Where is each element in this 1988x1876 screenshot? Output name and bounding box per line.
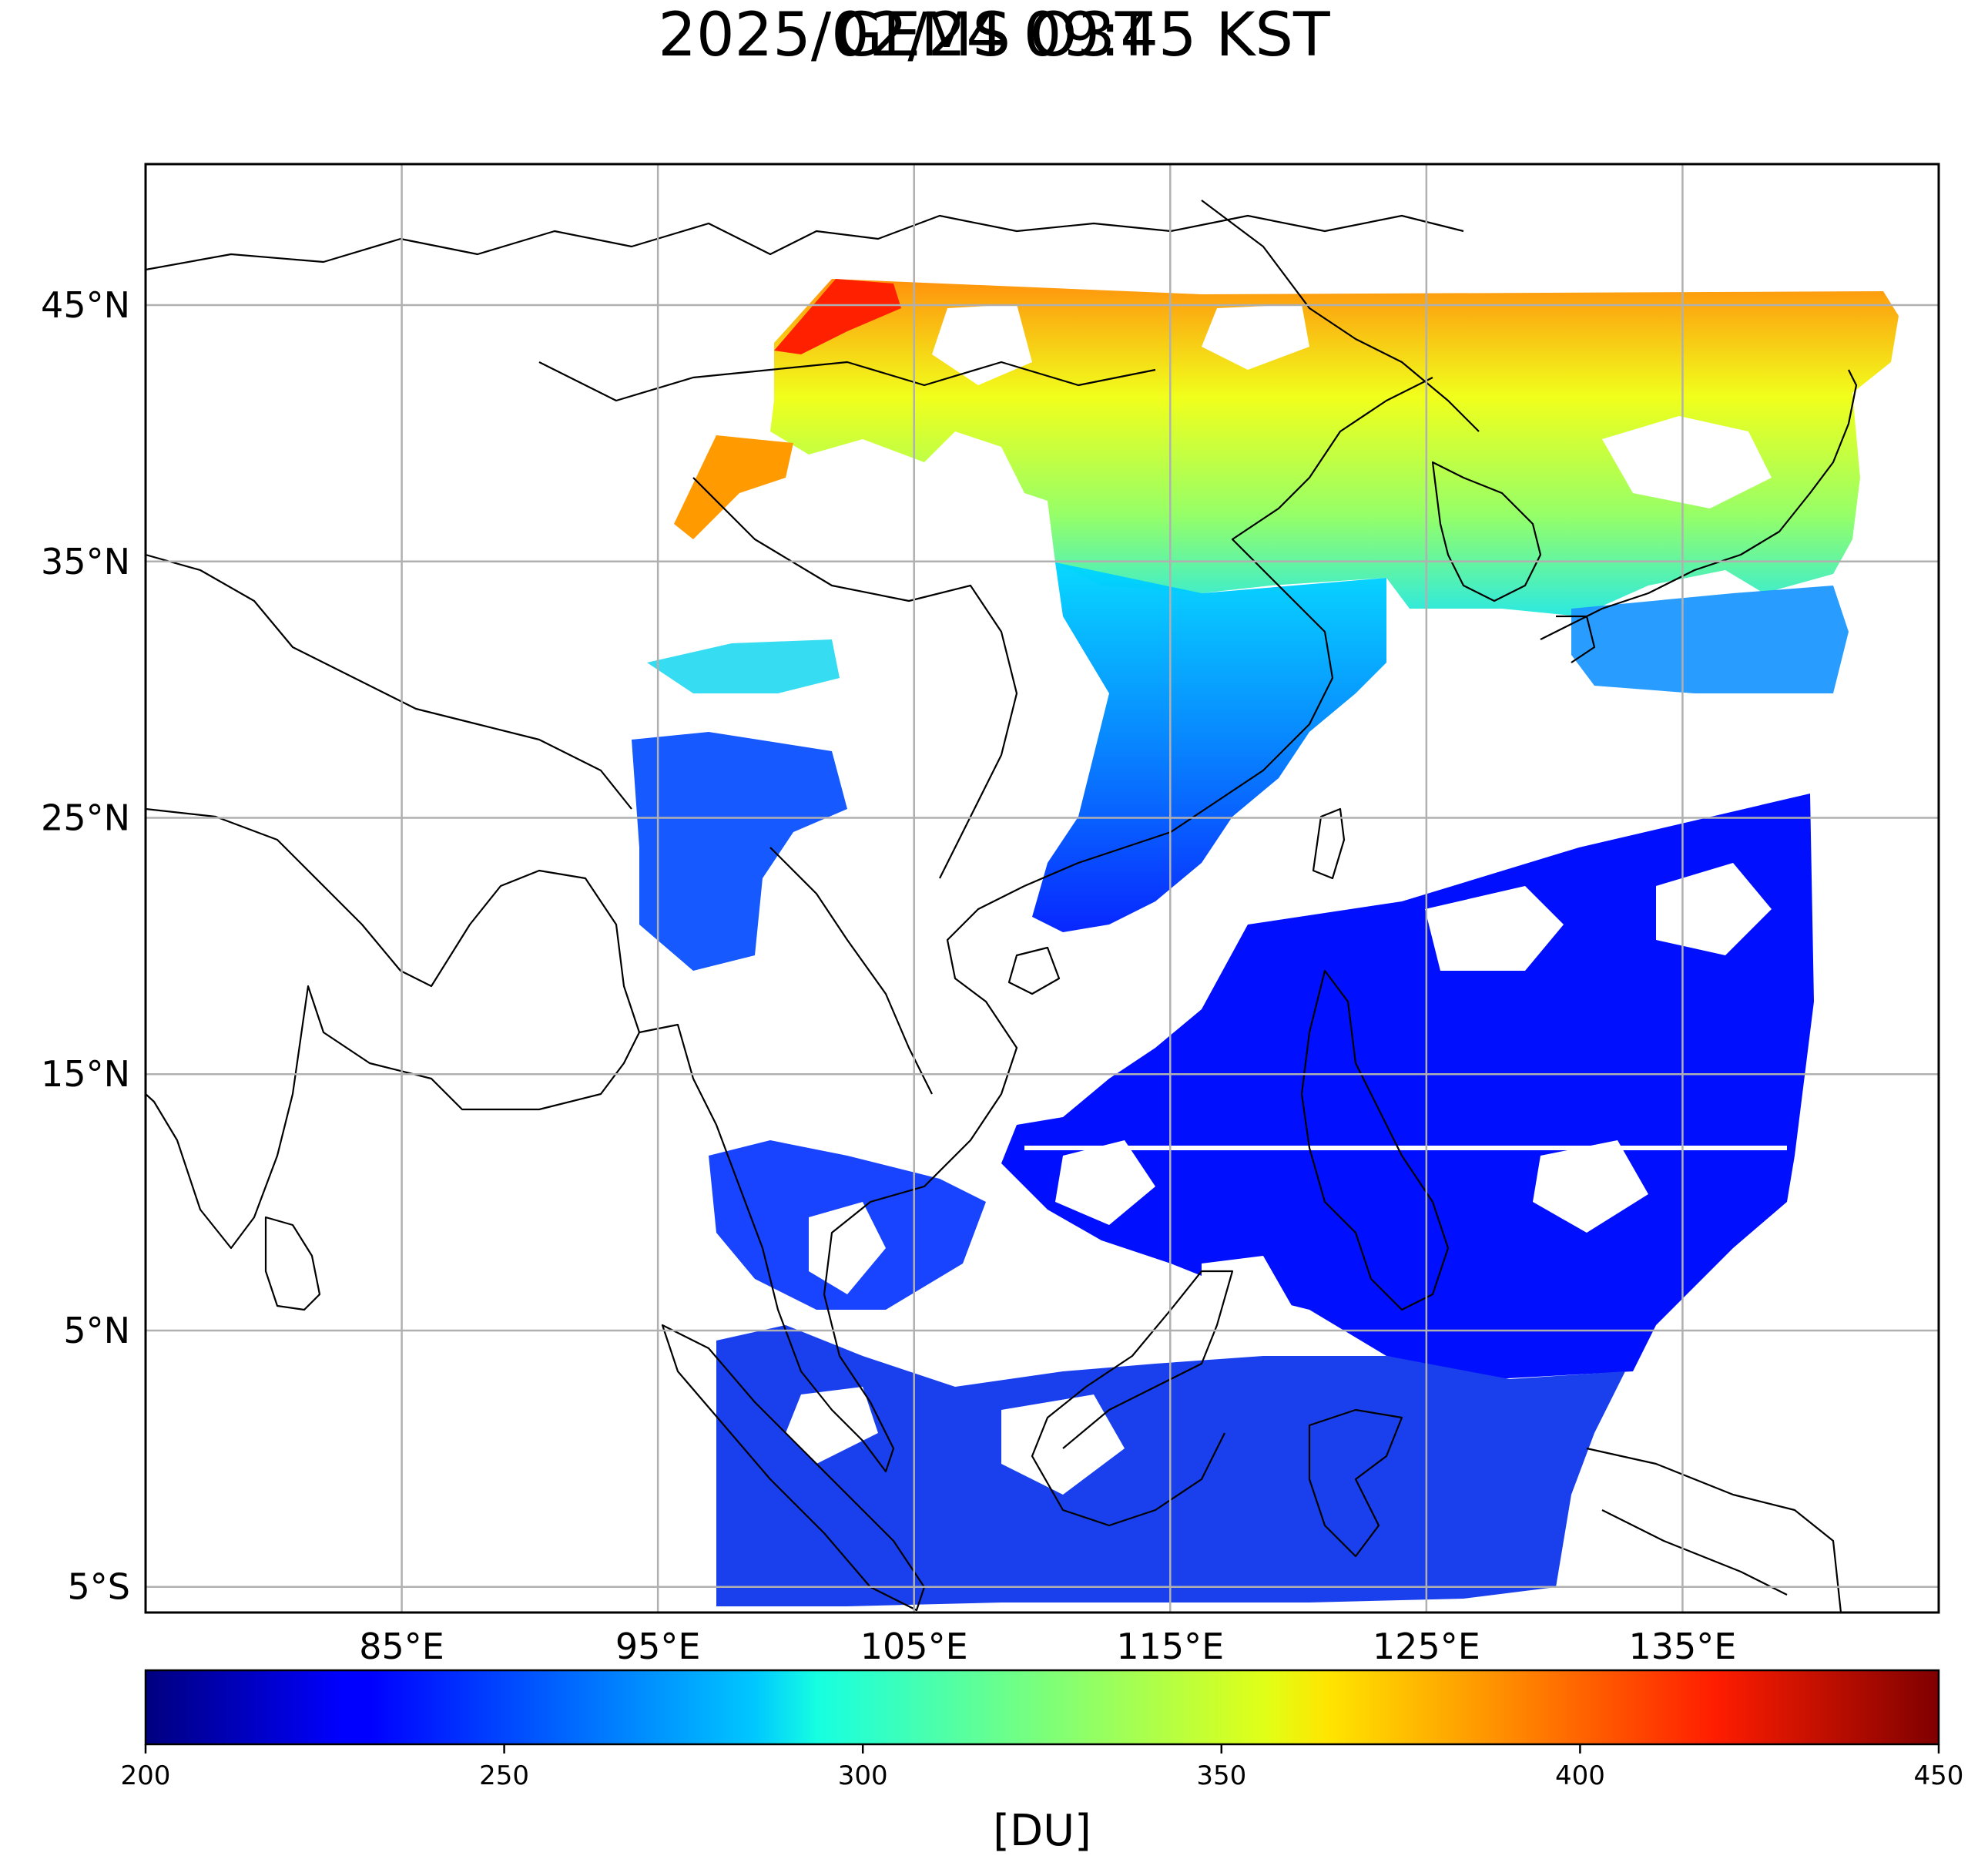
colorbar-tick-label: 250: [479, 1760, 529, 1791]
coast-philippines: [1300, 969, 1450, 1311]
coast-newguinea: [1586, 1447, 1842, 1613]
lat-tick-label: 35°N: [41, 541, 130, 582]
colorbar-unit-label: [DU]: [993, 1806, 1091, 1856]
coast-indochina: [639, 885, 1025, 1473]
map-frame: [144, 163, 1940, 1614]
coast-sulawesi: [1308, 1408, 1403, 1558]
cloud-tropics-5: [1001, 1394, 1125, 1495]
coast-japan: [1540, 369, 1858, 663]
lon-tick-label: 95°E: [615, 1626, 701, 1667]
colorbar-ticks: 200 250 300 350 400 450: [121, 1744, 1964, 1791]
cloud-tropics-1: [1425, 886, 1564, 971]
lon-tick-label: 135°E: [1628, 1626, 1736, 1667]
colorbar-tick-label: 200: [121, 1760, 171, 1791]
cloud-tropics-3: [1055, 1140, 1155, 1225]
lon-tick-label: 85°E: [359, 1626, 444, 1667]
lat-tick-label: 15°N: [41, 1053, 130, 1095]
cloud-north-2: [1602, 416, 1772, 508]
colorbar-tick-label: 350: [1196, 1760, 1246, 1791]
colorbar-tick-label: 300: [838, 1760, 888, 1791]
map-plot-area: [144, 163, 1940, 1614]
coast-korea: [1431, 461, 1542, 602]
border-inland-5: [1201, 200, 1480, 432]
border-inland-6: [769, 847, 933, 1095]
lon-tick-label: 105°E: [860, 1626, 968, 1667]
ozone-northwest-high: [774, 279, 901, 354]
lat-tick-label: 25°N: [41, 797, 130, 838]
lat-tick-labels: 45°N 35°N 25°N 15°N 5°N 5°S: [41, 284, 130, 1608]
ozone-northwest-orange: [674, 435, 793, 539]
lat-tick-label: 45°N: [41, 284, 130, 326]
border-inland-2: [538, 361, 1156, 402]
ozone-tibet-patch: [647, 639, 840, 693]
colorbar-tick-label: 450: [1914, 1760, 1964, 1791]
border-inland-3: [146, 553, 632, 810]
cloud-tropics-7: [1533, 1140, 1648, 1233]
cloud-tropics-2: [1656, 863, 1772, 955]
lon-tick-label: 115°E: [1116, 1626, 1224, 1667]
ozone-japan-south: [1571, 586, 1849, 693]
lat-tick-label: 5°N: [63, 1310, 130, 1351]
title-line-2: 2025/02/24 09:45 KST: [658, 1, 1330, 70]
colorbar-ramp: [144, 1669, 1940, 1746]
ozone-tropics-east: [1001, 794, 1814, 1379]
border-inland-1: [146, 214, 1464, 271]
cloud-tropics-6: [1202, 1256, 1294, 1333]
lat-tick-label: 5°S: [68, 1566, 130, 1608]
swath-gap-line: [1024, 1146, 1787, 1150]
title-line-1: GEMS O3T: [836, 1, 1152, 70]
ozone-field: [632, 279, 1899, 1606]
coast-hainan: [1007, 946, 1061, 995]
coast-sumatra: [661, 1324, 926, 1612]
cloud-tropics-8: [786, 1387, 878, 1464]
ozone-north-band: [770, 279, 1899, 616]
coast-borneo: [1031, 1270, 1234, 1527]
cloud-north-3: [932, 304, 1032, 385]
coast-taiwan: [1312, 807, 1346, 880]
cloud-north-1: [1202, 304, 1309, 370]
cloud-tropics-4: [809, 1202, 886, 1294]
lon-tick-labels: 85°E 95°E 105°E 115°E 125°E 135°E: [359, 1626, 1736, 1667]
lon-tick-label: 125°E: [1373, 1626, 1480, 1667]
colorbar-tick-label: 400: [1555, 1760, 1605, 1791]
coast-india: [146, 807, 641, 1250]
colorbar: 200 250 300 350 400 450 [DU]: [121, 1669, 1964, 1856]
ozone-yunnan: [632, 732, 847, 971]
coast-srilanka: [264, 1216, 321, 1311]
ozone-mid-band: [1032, 562, 1386, 932]
gridlines: [146, 164, 1939, 1613]
coast-china: [1024, 377, 1433, 888]
